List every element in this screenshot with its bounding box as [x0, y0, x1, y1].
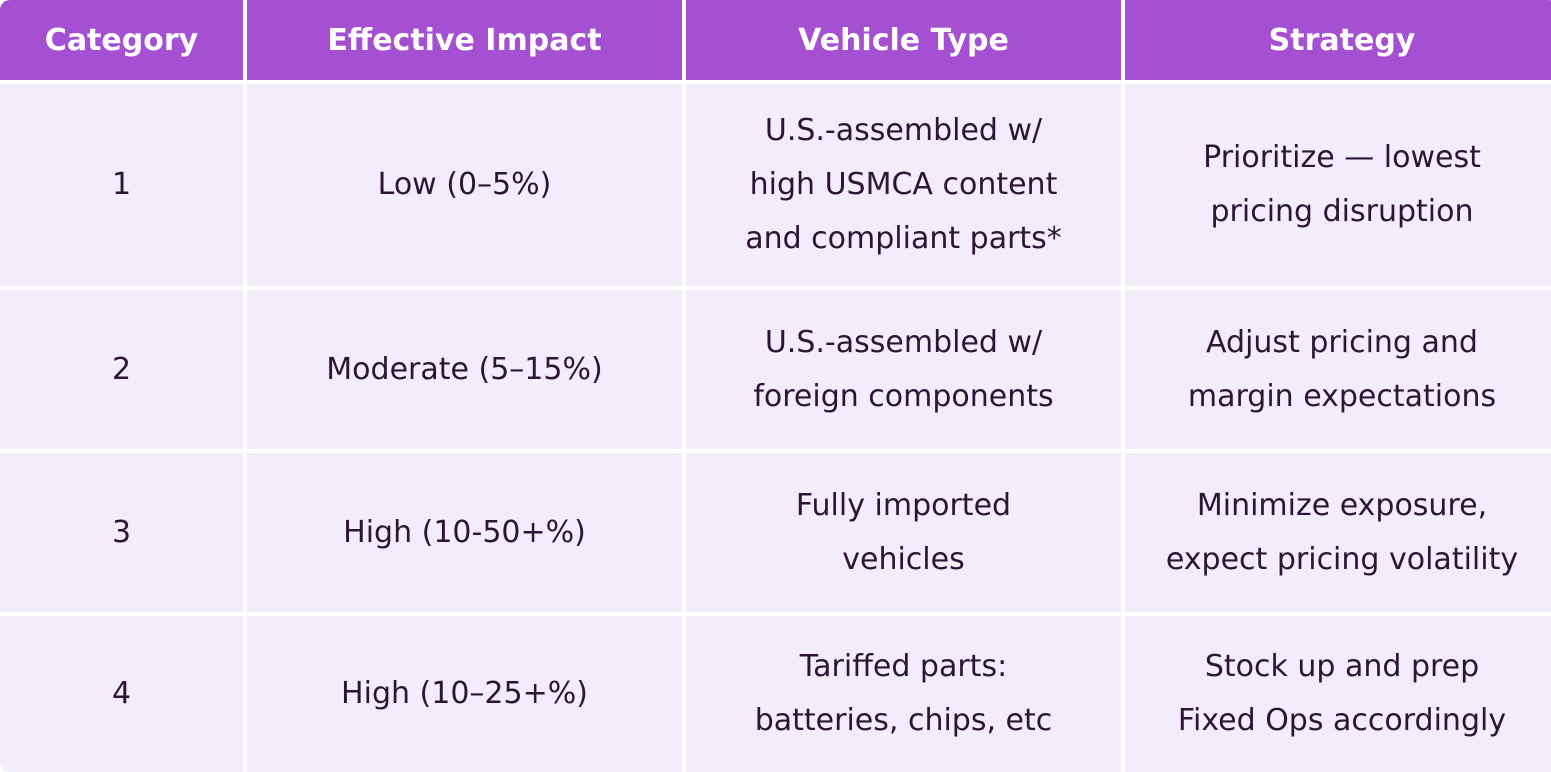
row-4-vehicle-line-1: Tariffed parts:	[799, 649, 1008, 684]
row-1-strategy: Prioritize — lowest pricing disruption	[1125, 84, 1551, 286]
row-2-strategy: Adjust pricing and margin expectations	[1125, 290, 1551, 449]
row-3-impact: High (10-50+%)	[247, 453, 682, 612]
row-1-vehicle-line-2: high USMCA content	[749, 167, 1058, 202]
row-2-strategy-line-1: Adjust pricing and	[1206, 324, 1478, 360]
row-1-category: 1	[0, 84, 243, 286]
row-1-vehicle-line-3: and compliant parts*	[745, 221, 1062, 256]
row-3-strategy-line-1: Minimize exposure,	[1196, 487, 1488, 523]
row-2-category: 2	[0, 290, 243, 449]
row-4-vehicle-type: Tariffed parts: batteries, chips, etc	[686, 616, 1121, 772]
row-2-vehicle-line-2: foreign components	[753, 378, 1054, 414]
row-3-category: 3	[0, 453, 243, 612]
header-effective-impact: Effective Impact	[247, 0, 682, 80]
row-4-strategy: Stock up and prep Fixed Ops accordingly	[1125, 616, 1551, 772]
row-4-strategy-line-2: Fixed Ops accordingly	[1177, 703, 1507, 738]
row-1-strategy-line-2: pricing disruption	[1210, 194, 1474, 229]
row-4-vehicle-line-2: batteries, chips, etc	[754, 703, 1053, 738]
row-3-vehicle-line-2: vehicles	[842, 541, 965, 577]
row-1-vehicle-line-1: U.S.-assembled w/	[764, 113, 1043, 148]
row-3-strategy-line-2: expect pricing volatility	[1165, 541, 1519, 577]
row-1-vehicle-type: U.S.-assembled w/ high USMCA content and…	[686, 84, 1121, 286]
header-category: Category	[0, 0, 243, 80]
row-1-strategy-line-1: Prioritize — lowest	[1203, 140, 1481, 175]
row-2-impact: Moderate (5–15%)	[247, 290, 682, 449]
header-vehicle-type: Vehicle Type	[686, 0, 1121, 80]
row-3-strategy: Minimize exposure, expect pricing volati…	[1125, 453, 1551, 612]
row-4-category: 4	[0, 616, 243, 772]
row-1-impact: Low (0–5%)	[247, 84, 682, 286]
row-3-vehicle-line-1: Fully imported	[795, 487, 1012, 523]
header-strategy: Strategy	[1125, 0, 1551, 80]
row-2-vehicle-line-1: U.S.-assembled w/	[764, 324, 1043, 360]
row-2-strategy-line-2: margin expectations	[1187, 378, 1497, 414]
row-2-vehicle-type: U.S.-assembled w/ foreign components	[686, 290, 1121, 449]
row-3-vehicle-type: Fully imported vehicles	[686, 453, 1121, 612]
row-4-impact: High (10–25+%)	[247, 616, 682, 772]
row-4-strategy-line-1: Stock up and prep	[1204, 649, 1480, 684]
